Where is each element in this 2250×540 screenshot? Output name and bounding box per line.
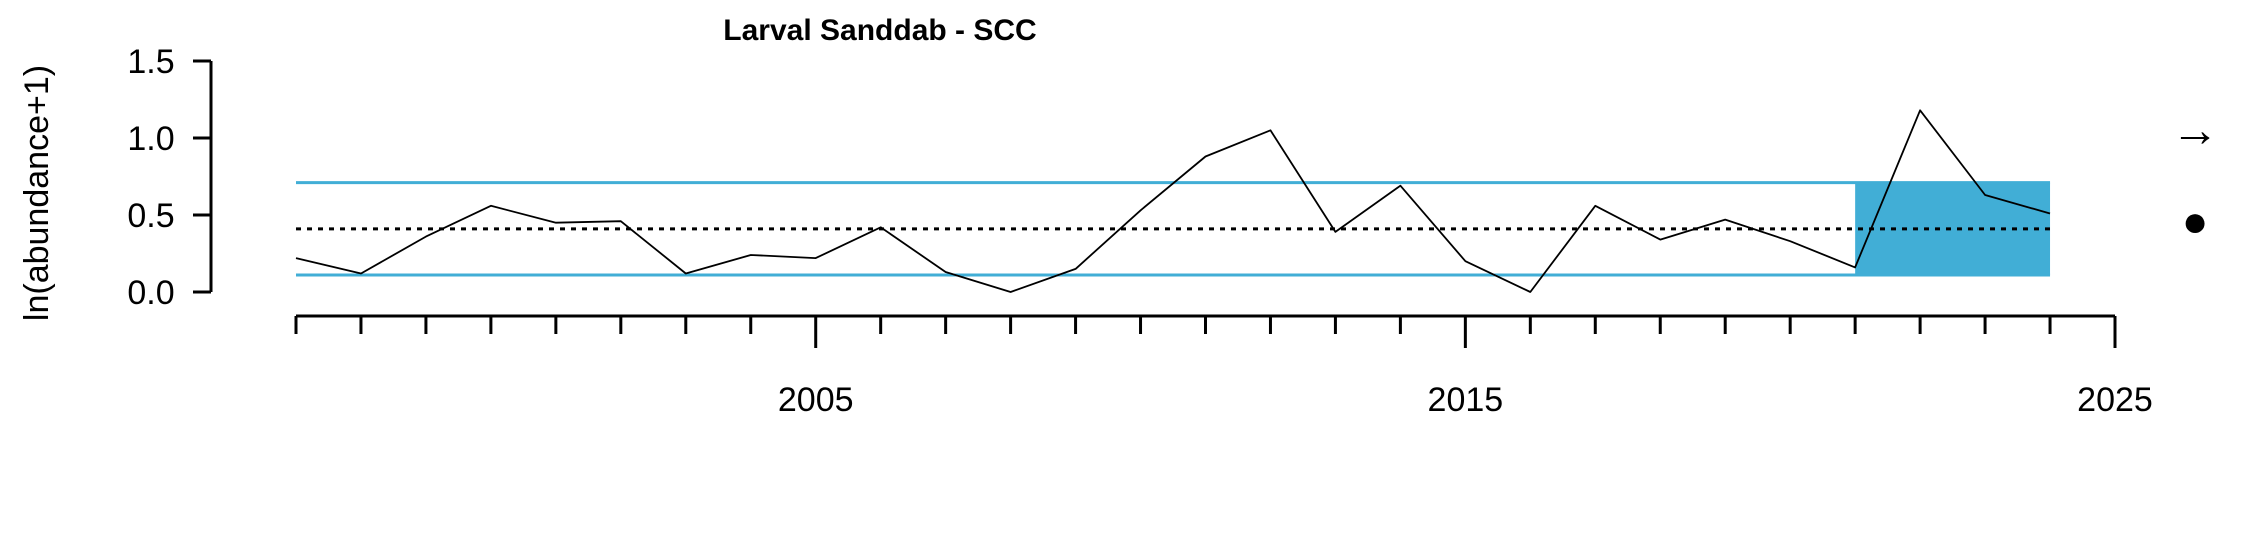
trend-arrow-icon: → (2171, 104, 2219, 157)
status-dot-icon: ● (2182, 197, 2209, 246)
x-tick-label: 2015 (1428, 381, 1504, 419)
x-tick-label: 2005 (778, 381, 854, 419)
y-tick-label: 0.0 (127, 274, 174, 312)
x-tick-label: 2025 (2077, 381, 2153, 419)
y-tick-label: 1.0 (127, 120, 174, 158)
x-axis: 2005 2015 2025 (294, 314, 2153, 419)
series-line-0 (295, 109, 2051, 293)
y-tick-label: 1.5 (127, 43, 174, 81)
highlight-region (1855, 182, 2051, 276)
y-tick-label: 0.5 (127, 197, 174, 235)
y-axis: 0.0 0.5 1.0 1.5 (127, 43, 213, 312)
reference-lines-group (296, 181, 2051, 277)
highlight-region-group (1855, 182, 2051, 276)
series-group (295, 109, 2051, 293)
y-axis-label: ln(abundance+1) (18, 65, 56, 321)
chart-title: Larval Sanddab - SCC (723, 14, 1036, 47)
